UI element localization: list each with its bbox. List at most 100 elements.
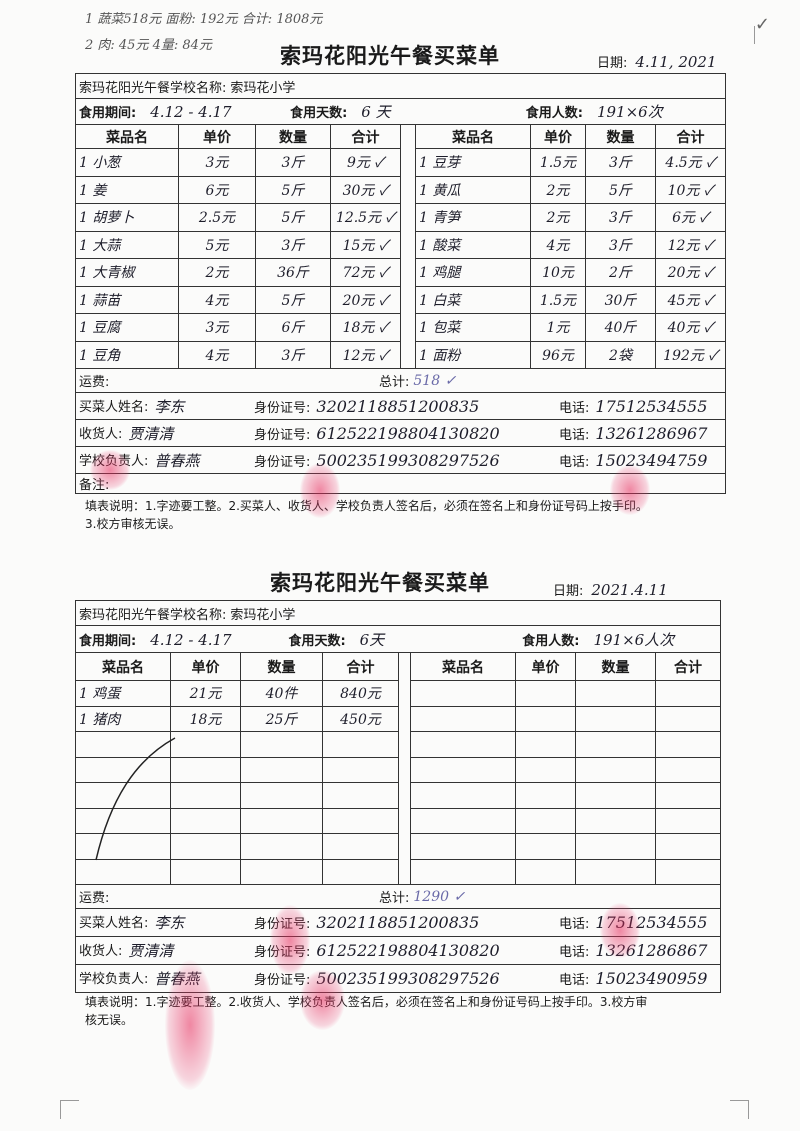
item-total-cell[interactable]: 72元 ✓ bbox=[330, 258, 401, 287]
item-qty-cell[interactable]: 25斤 bbox=[240, 705, 323, 732]
item-name-cell[interactable]: 1 鸡腿 bbox=[415, 258, 531, 287]
item-name-cell[interactable] bbox=[75, 833, 171, 860]
item-total-cell[interactable] bbox=[322, 807, 399, 834]
item-price-cell[interactable]: 4元 bbox=[530, 230, 586, 259]
phone-number[interactable]: 13261286867 bbox=[595, 941, 708, 960]
item-price-cell[interactable] bbox=[515, 807, 576, 834]
item-total-cell[interactable] bbox=[654, 731, 722, 758]
item-name-cell[interactable] bbox=[410, 807, 516, 834]
item-price-cell[interactable]: 3元 bbox=[178, 313, 256, 342]
item-qty-cell[interactable]: 3斤 bbox=[585, 148, 656, 177]
item-qty-cell[interactable] bbox=[240, 756, 323, 783]
item-name-cell[interactable]: 1 猪肉 bbox=[75, 705, 171, 732]
item-name-cell[interactable]: 1 黄瓜 bbox=[415, 175, 531, 204]
item-price-cell[interactable] bbox=[170, 833, 241, 860]
item-price-cell[interactable]: 4元 bbox=[178, 340, 256, 369]
item-qty-cell[interactable] bbox=[240, 782, 323, 809]
item-qty-cell[interactable]: 3斤 bbox=[585, 230, 656, 259]
item-qty-cell[interactable]: 30斤 bbox=[585, 285, 656, 314]
item-qty-cell[interactable] bbox=[575, 858, 656, 885]
item-price-cell[interactable]: 2元 bbox=[178, 258, 256, 287]
item-qty-cell[interactable] bbox=[575, 833, 656, 860]
item-total-cell[interactable] bbox=[654, 833, 722, 860]
phone-number[interactable]: 15023494759 bbox=[595, 450, 708, 470]
item-price-cell[interactable]: 10元 bbox=[530, 258, 586, 287]
item-qty-cell[interactable]: 3斤 bbox=[255, 148, 331, 177]
item-name-cell[interactable]: 1 豆腐 bbox=[75, 313, 179, 342]
item-name-cell[interactable] bbox=[410, 782, 516, 809]
item-name-cell[interactable]: 1 大蒜 bbox=[75, 230, 179, 259]
item-price-cell[interactable] bbox=[170, 807, 241, 834]
item-total-cell[interactable]: 9元 ✓ bbox=[330, 148, 401, 177]
item-qty-cell[interactable] bbox=[240, 858, 323, 885]
item-qty-cell[interactable] bbox=[240, 731, 323, 758]
item-total-cell[interactable]: 12元 ✓ bbox=[654, 230, 727, 259]
item-qty-cell[interactable]: 3斤 bbox=[255, 340, 331, 369]
item-qty-cell[interactable]: 40件 bbox=[240, 680, 323, 707]
id-number[interactable]: 500235199308297526 bbox=[316, 969, 500, 988]
item-total-cell[interactable] bbox=[654, 756, 722, 783]
item-total-cell[interactable]: 6元 ✓ bbox=[654, 203, 727, 232]
signature[interactable]: 普春燕 bbox=[154, 970, 200, 988]
item-total-cell[interactable]: 40元 ✓ bbox=[654, 313, 727, 342]
item-qty-cell[interactable]: 5斤 bbox=[585, 175, 656, 204]
item-name-cell[interactable] bbox=[75, 782, 171, 809]
item-price-cell[interactable]: 2元 bbox=[530, 175, 586, 204]
signature[interactable]: 李东 bbox=[154, 397, 185, 416]
item-qty-cell[interactable] bbox=[575, 680, 656, 707]
item-total-cell[interactable] bbox=[322, 731, 399, 758]
item-name-cell[interactable]: 1 小葱 bbox=[75, 148, 179, 177]
item-qty-cell[interactable]: 5斤 bbox=[255, 175, 331, 204]
days-value[interactable]: 6天 bbox=[359, 630, 385, 649]
item-price-cell[interactable]: 2元 bbox=[530, 203, 586, 232]
item-name-cell[interactable] bbox=[75, 731, 171, 758]
id-number[interactable]: 500235199308297526 bbox=[316, 450, 500, 470]
item-qty-cell[interactable] bbox=[575, 807, 656, 834]
item-qty-cell[interactable] bbox=[575, 705, 656, 732]
item-name-cell[interactable] bbox=[410, 858, 516, 885]
item-price-cell[interactable]: 96元 bbox=[530, 340, 586, 369]
phone-number[interactable]: 13261286967 bbox=[595, 423, 708, 443]
id-number[interactable]: 612522198804130820 bbox=[316, 423, 500, 443]
item-price-cell[interactable]: 4元 bbox=[178, 285, 256, 314]
signature[interactable]: 贾清清 bbox=[128, 424, 174, 443]
item-total-cell[interactable] bbox=[654, 782, 722, 809]
item-name-cell[interactable]: 1 姜 bbox=[75, 175, 179, 204]
item-total-cell[interactable]: 18元 ✓ bbox=[330, 313, 401, 342]
item-name-cell[interactable]: 1 豆角 bbox=[75, 340, 179, 369]
item-total-cell[interactable] bbox=[654, 858, 722, 885]
item-name-cell[interactable]: 1 胡萝卜 bbox=[75, 203, 179, 232]
item-total-cell[interactable] bbox=[322, 782, 399, 809]
item-total-cell[interactable]: 12.5元 ✓ bbox=[330, 203, 401, 232]
signature[interactable]: 贾清清 bbox=[128, 942, 174, 960]
people-value[interactable]: 191×6次 bbox=[596, 103, 663, 121]
item-qty-cell[interactable] bbox=[575, 756, 656, 783]
item-name-cell[interactable]: 1 白菜 bbox=[415, 285, 531, 314]
item-price-cell[interactable]: 3元 bbox=[178, 148, 256, 177]
item-total-cell[interactable] bbox=[654, 705, 722, 732]
item-name-cell[interactable] bbox=[75, 807, 171, 834]
people-value[interactable]: 191×6人次 bbox=[593, 630, 675, 649]
phone-number[interactable]: 17512534555 bbox=[595, 913, 708, 932]
item-total-cell[interactable]: 10元 ✓ bbox=[654, 175, 727, 204]
item-total-cell[interactable] bbox=[322, 756, 399, 783]
item-total-cell[interactable]: 20元 ✓ bbox=[330, 285, 401, 314]
item-price-cell[interactable] bbox=[515, 782, 576, 809]
item-total-cell[interactable]: 15元 ✓ bbox=[330, 230, 401, 259]
item-name-cell[interactable]: 1 鸡蛋 bbox=[75, 680, 171, 707]
item-total-cell[interactable]: 30元 ✓ bbox=[330, 175, 401, 204]
signature[interactable]: 普春燕 bbox=[154, 451, 200, 470]
item-total-cell[interactable] bbox=[654, 807, 722, 834]
item-price-cell[interactable] bbox=[515, 705, 576, 732]
item-price-cell[interactable] bbox=[170, 782, 241, 809]
item-name-cell[interactable] bbox=[75, 756, 171, 783]
item-name-cell[interactable]: 1 豆芽 bbox=[415, 148, 531, 177]
item-price-cell[interactable] bbox=[515, 756, 576, 783]
days-value[interactable]: 6 天 bbox=[361, 103, 391, 121]
item-total-cell[interactable]: 12元 ✓ bbox=[330, 340, 401, 369]
item-name-cell[interactable] bbox=[410, 731, 516, 758]
item-qty-cell[interactable]: 3斤 bbox=[585, 203, 656, 232]
item-qty-cell[interactable]: 2斤 bbox=[585, 258, 656, 287]
item-name-cell[interactable]: 1 青笋 bbox=[415, 203, 531, 232]
item-total-cell[interactable]: 192元 ✓ bbox=[654, 340, 727, 369]
